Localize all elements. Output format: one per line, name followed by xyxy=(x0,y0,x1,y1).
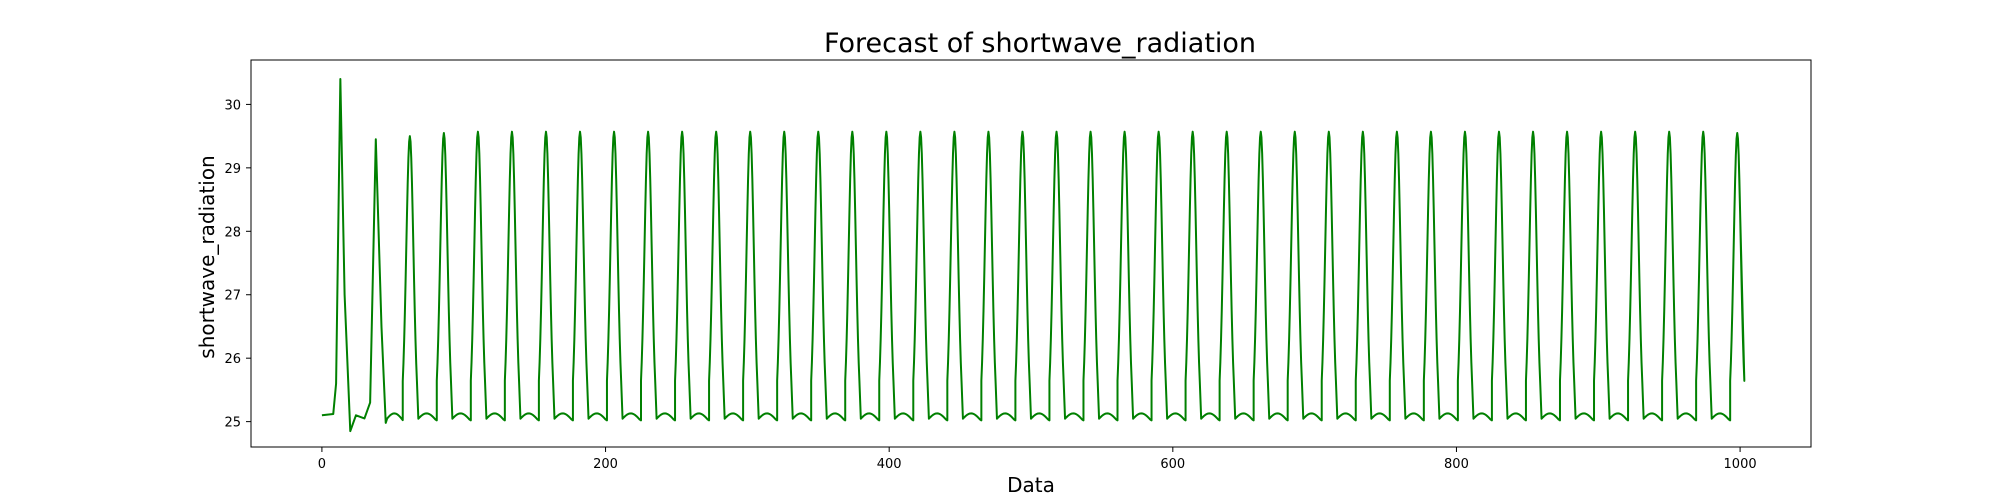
y-tick-label: 26 xyxy=(224,352,241,367)
x-tick-label: 0 xyxy=(318,457,326,472)
x-tick-label: 800 xyxy=(1444,457,1469,472)
x-axis-label: Data xyxy=(1007,473,1055,497)
y-tick-label: 29 xyxy=(224,162,241,177)
series-line-0 xyxy=(321,78,1746,433)
x-tick-label: 600 xyxy=(1160,457,1185,472)
y-tick-label: 28 xyxy=(224,225,241,240)
y-tick-label: 27 xyxy=(224,289,241,304)
y-tick-label: 30 xyxy=(224,98,241,113)
chart-title: Forecast of shortwave_radiation xyxy=(824,28,1256,59)
x-tick-label: 400 xyxy=(877,457,902,472)
y-axis-label: shortwave_radiation xyxy=(195,155,219,358)
plot-area xyxy=(250,59,1812,448)
plot-frame xyxy=(250,59,1812,448)
x-tick-label: 200 xyxy=(593,457,618,472)
y-axis: 25 26 27 28 29 30 xyxy=(224,98,251,431)
x-tick-label: 1000 xyxy=(1724,457,1757,472)
x-axis: 0 200 400 600 800 1000 xyxy=(318,447,1757,472)
y-tick-label: 25 xyxy=(224,416,241,431)
